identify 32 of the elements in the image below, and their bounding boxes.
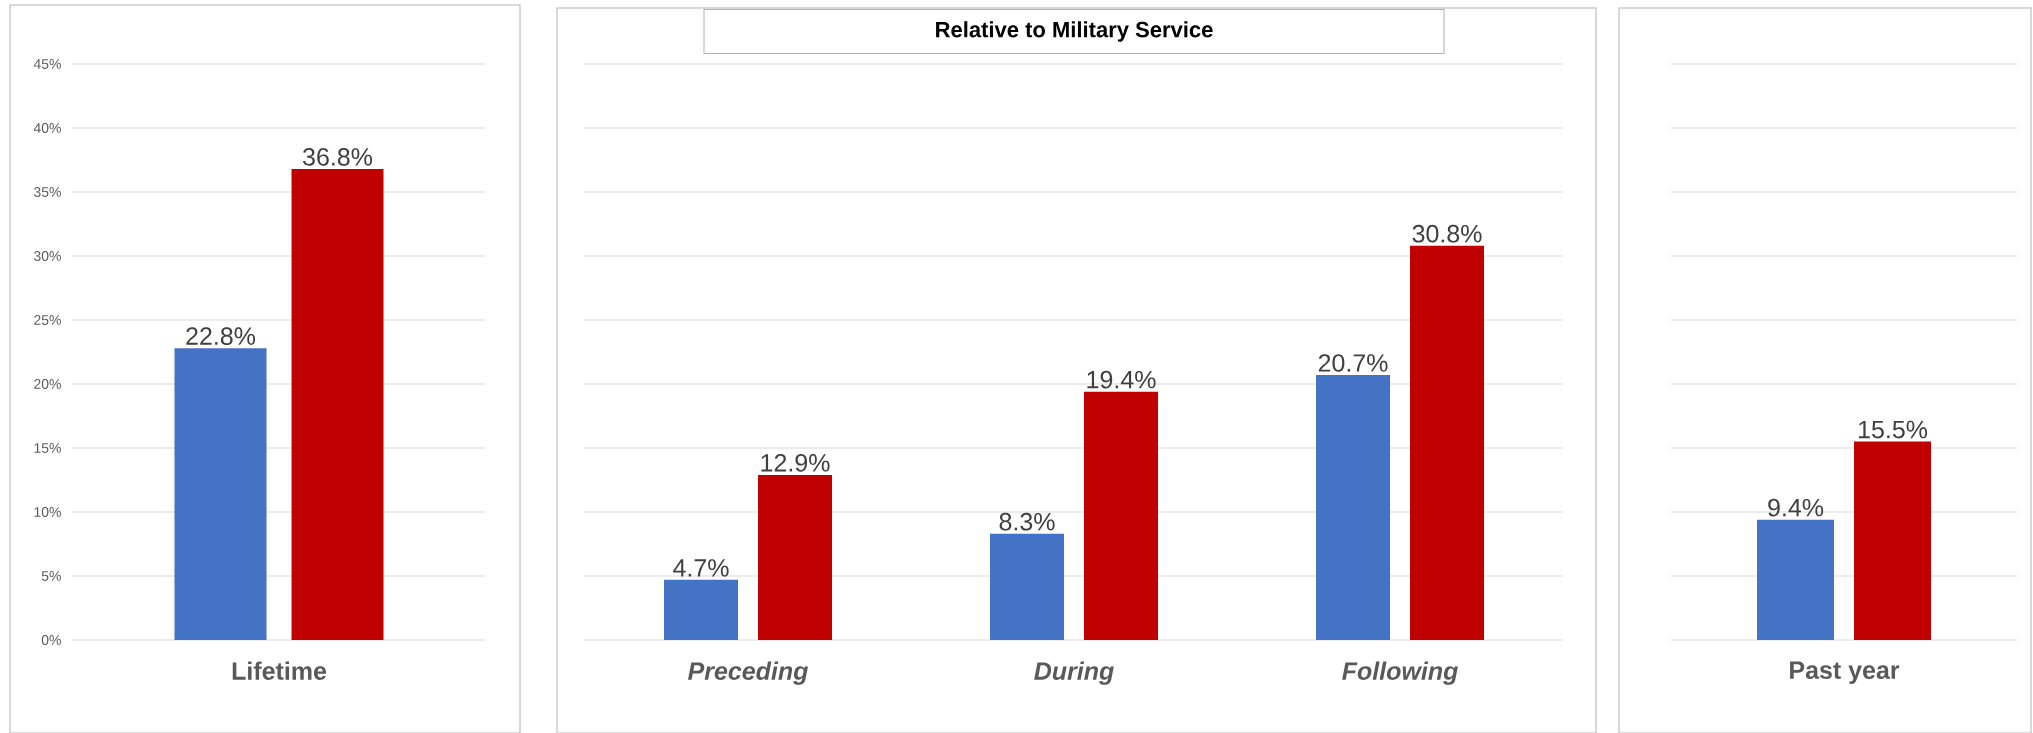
- bar: [1084, 391, 1159, 640]
- data-label: 36.8%: [303, 148, 373, 166]
- data-label: 12.9%: [761, 453, 830, 472]
- y-tick-label: 10%: [34, 507, 61, 517]
- data-label: 15.5%: [1858, 420, 1928, 439]
- y-tick-label: 20%: [34, 379, 61, 389]
- y-tick-label: 35%: [33, 187, 61, 197]
- y-tick-label: 5%: [41, 571, 61, 581]
- x-tick-label: Following: [1342, 661, 1458, 685]
- bar: [990, 533, 1065, 640]
- y-tick-label: 25%: [34, 315, 61, 325]
- x-tick-label: Lifetime: [232, 661, 327, 680]
- data-label: 19.4%: [1087, 370, 1156, 389]
- data-label: 30.8%: [1412, 224, 1482, 243]
- y-tick-label: 40%: [33, 123, 61, 133]
- y-tick-label: 15%: [34, 443, 61, 453]
- bar: [1316, 375, 1391, 640]
- y-tick-label: 0%: [41, 635, 61, 645]
- x-tick-label: During: [1034, 661, 1114, 685]
- data-label: 20.7%: [1318, 354, 1388, 372]
- x-tick-label: Past year: [1790, 661, 1900, 684]
- bar: [1410, 245, 1485, 640]
- y-tick-label: 45%: [33, 59, 61, 69]
- x-tick-label: Preceding: [688, 661, 809, 685]
- data-label: 22.8%: [186, 327, 256, 345]
- chart-title: Relative to Military Service: [936, 21, 1213, 42]
- bar: [664, 579, 739, 640]
- data-label: 4.7%: [673, 559, 729, 577]
- bar: [758, 474, 833, 640]
- y-tick-label: 30%: [33, 251, 61, 261]
- data-label: 8.3%: [999, 512, 1055, 531]
- data-label: 9.4%: [1768, 498, 1824, 517]
